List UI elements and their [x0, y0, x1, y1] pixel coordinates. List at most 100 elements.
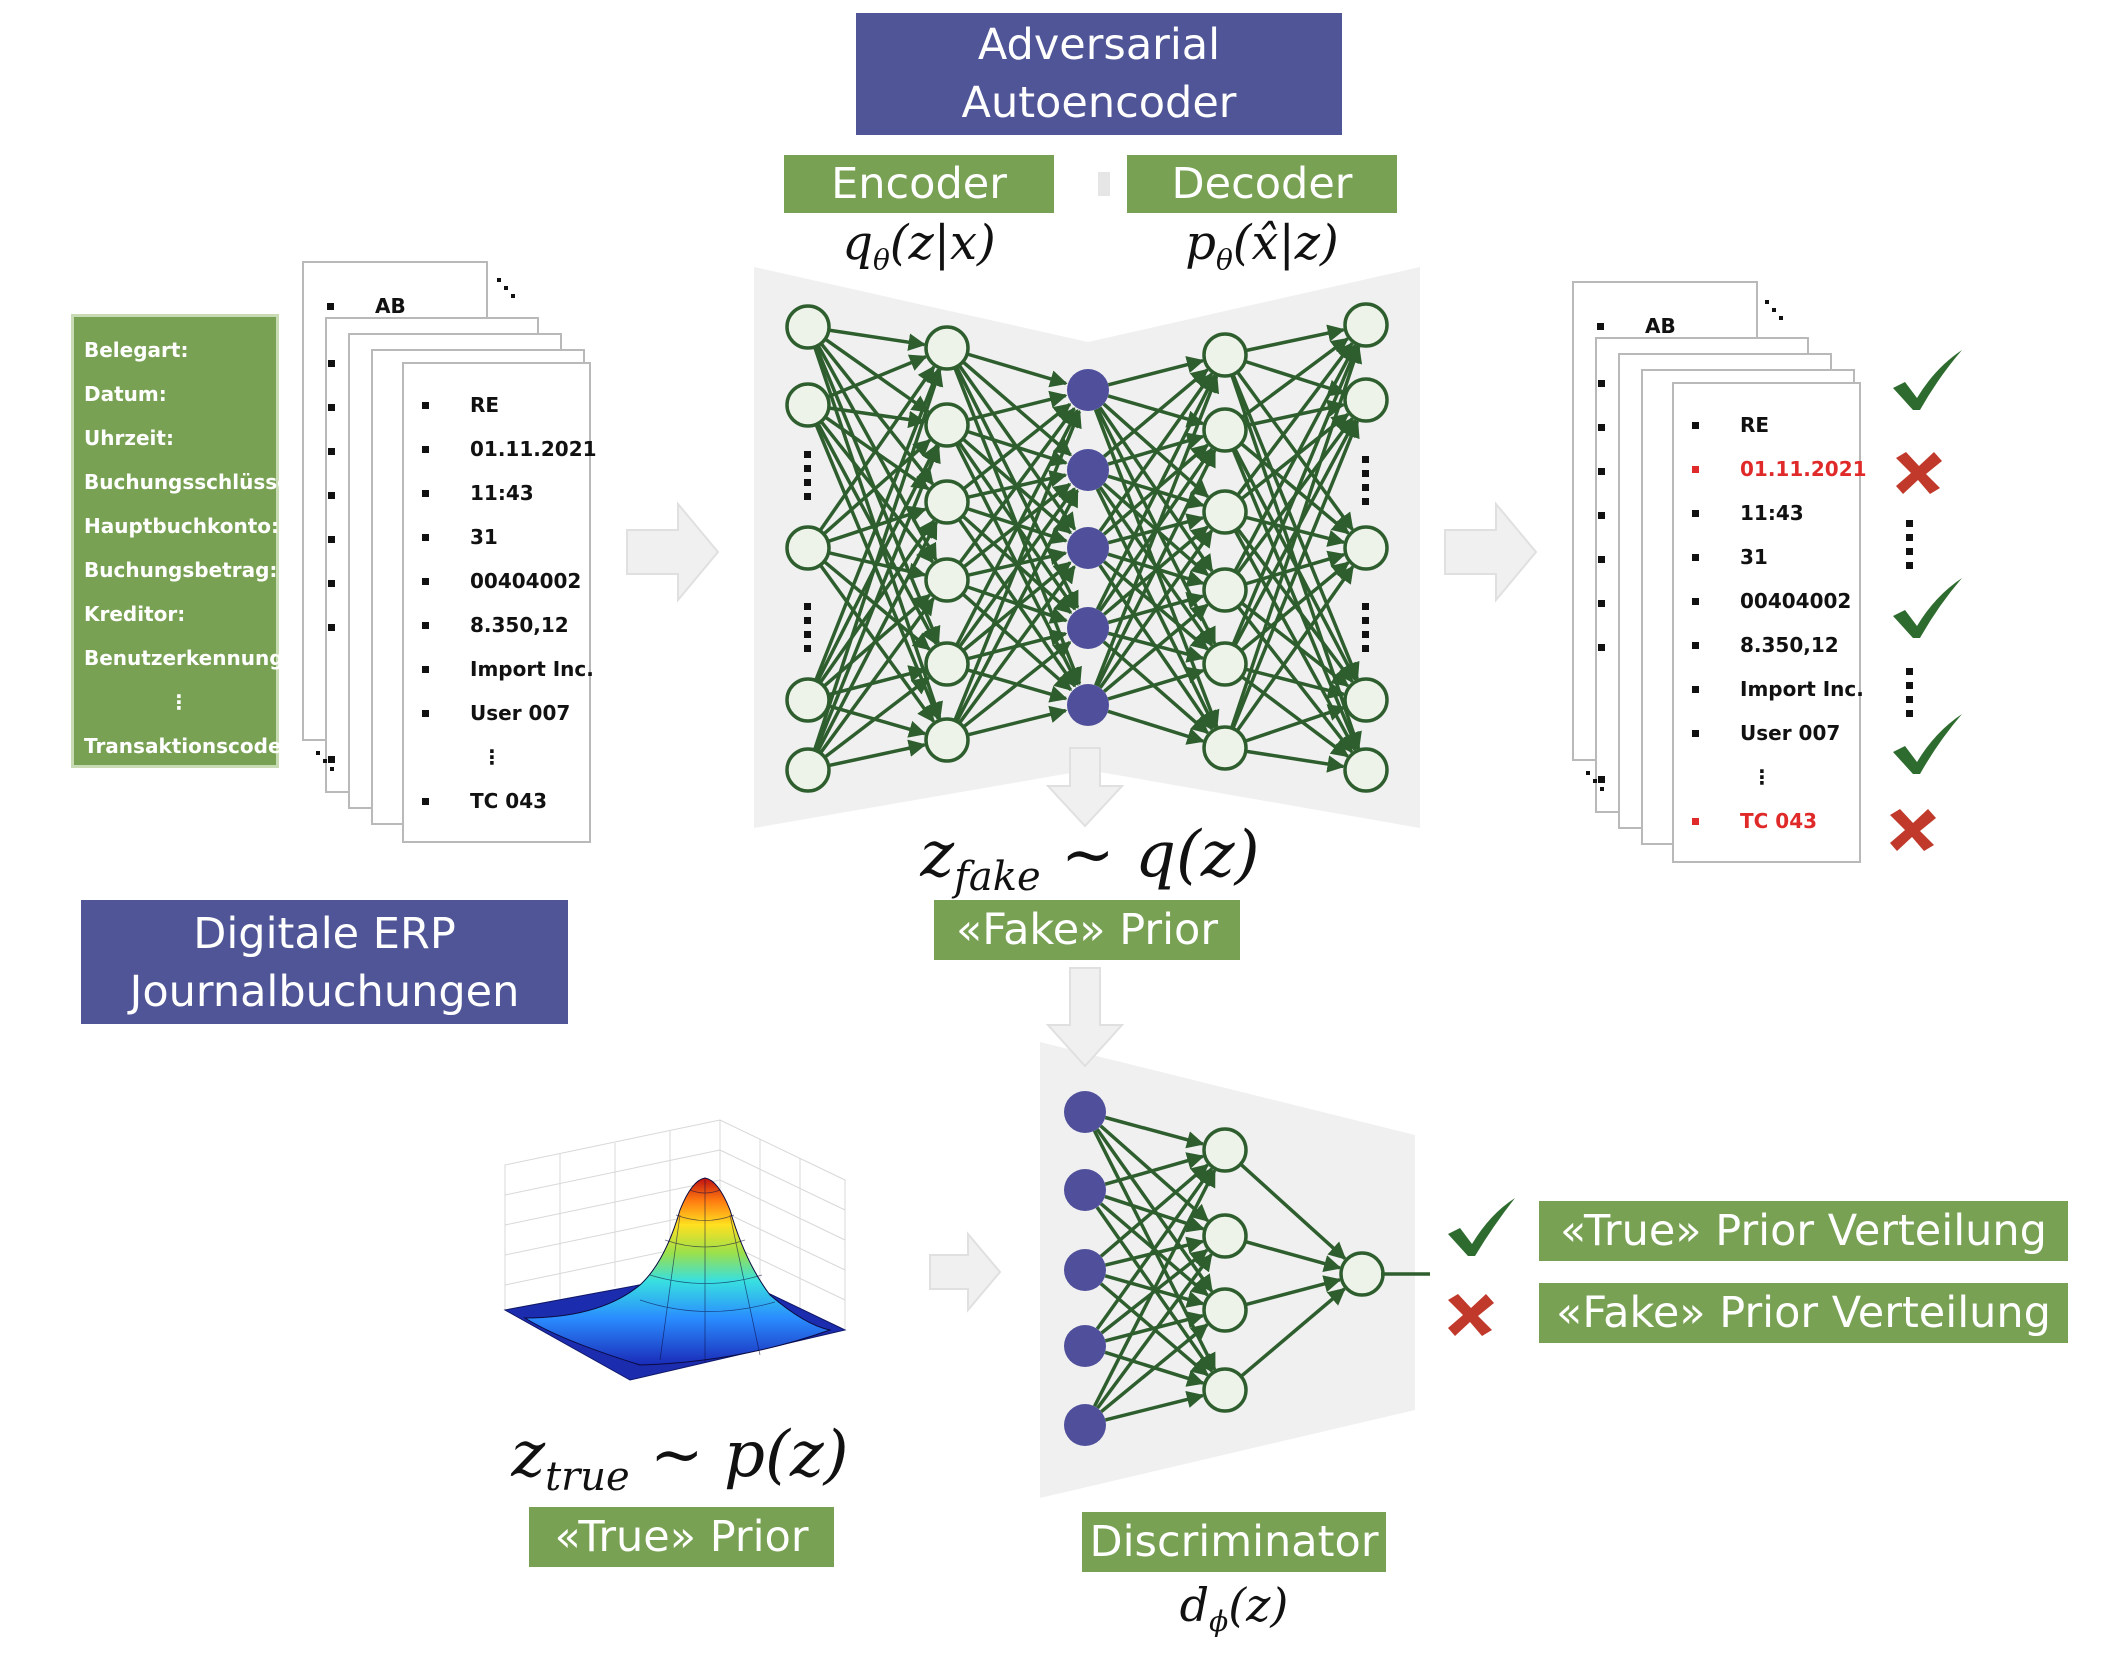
erp-line1: Digitale ERP — [193, 909, 456, 959]
latent-node — [1064, 1169, 1106, 1211]
record-value: Import Inc. — [1740, 677, 1864, 701]
field-label: Hauptbuchkonto: — [84, 514, 280, 538]
record-card-front: RE 01.11.2021 11:43 31 00404002 8.350,12… — [1672, 382, 1867, 863]
network-edge — [1095, 449, 1217, 687]
network-edge — [958, 565, 1076, 725]
field-label: Benutzerkennung: — [84, 646, 292, 670]
arrow-down-icon — [1045, 747, 1125, 828]
network-edge — [823, 676, 931, 759]
neuron-node — [1343, 525, 1389, 571]
network-edge — [1239, 1162, 1347, 1260]
record-value: 8.350,12 — [470, 613, 569, 637]
record-value: RE — [1740, 413, 1770, 437]
network-edge — [1244, 1239, 1342, 1273]
network-edge — [816, 520, 938, 753]
network-edge — [818, 597, 935, 755]
record-value: 31 — [470, 525, 498, 549]
network-edge — [828, 739, 927, 768]
fake-prior-formula: zfake ~ q(z) — [920, 818, 1260, 900]
network-edge — [1095, 1167, 1214, 1330]
network-edge — [953, 409, 1082, 722]
network-edge — [1096, 1253, 1213, 1410]
network-edge — [966, 390, 1068, 422]
field-label: Kreditor: — [84, 602, 186, 626]
cross-icon — [1448, 1294, 1494, 1336]
check-icon — [1893, 714, 1962, 774]
neuron-node — [1343, 747, 1389, 793]
discriminator-edges — [1092, 1115, 1347, 1422]
neuron-node — [1202, 407, 1248, 453]
record-value: Import Inc. — [470, 657, 594, 681]
network-edge — [955, 488, 1079, 723]
network-edge — [1104, 1311, 1205, 1343]
latent-node — [1067, 684, 1109, 726]
field-label: Datum: — [84, 382, 167, 406]
back-card-value: AB — [375, 294, 406, 318]
network-edge — [828, 406, 926, 429]
title-line1: Adversarial — [977, 20, 1221, 70]
autoencoder-edges — [812, 324, 1363, 773]
adversarial-autoencoder-title: Adversarial Autoencoder — [856, 13, 1342, 135]
neuron-node — [785, 525, 831, 571]
erp-journal-box: Digitale ERP Journalbuchungen — [81, 900, 568, 1024]
network-edge — [1107, 631, 1205, 663]
record-value-anomalous: TC 043 — [1740, 809, 1818, 833]
network-edge — [962, 402, 1072, 491]
network-edge — [1098, 372, 1214, 532]
network-edge — [1235, 370, 1354, 531]
neuron-node — [1343, 377, 1389, 423]
network-edge — [1236, 605, 1354, 754]
network-edge — [1240, 601, 1350, 688]
record-value: TC 043 — [470, 789, 548, 813]
network-edge — [1240, 675, 1350, 758]
discriminator-label: Discriminator — [1082, 1512, 1386, 1572]
network-edge — [1094, 374, 1220, 687]
network-edge — [961, 592, 1073, 692]
network-edge — [828, 328, 926, 351]
back-card-value: AB — [1645, 314, 1676, 338]
network-edge — [1102, 603, 1209, 693]
record-ellipsis: ⋮ — [1752, 765, 1772, 789]
neuron-node — [1202, 1287, 1248, 1333]
network-edge — [1244, 667, 1346, 699]
true-prior-label: «True» Prior — [529, 1507, 834, 1567]
field-label: Buchungsbetrag: — [84, 558, 278, 582]
input-field-list: Belegart: Datum: Uhrzeit: Buchungsschlüs… — [71, 314, 306, 768]
network-edge — [1107, 356, 1205, 387]
neuron-node — [1202, 332, 1248, 378]
cross-icon — [1896, 452, 1942, 494]
arrow-right-icon — [929, 1231, 1002, 1313]
gaussian-surface-plot — [503, 1119, 847, 1381]
vertical-ellipsis-icon — [1906, 668, 1913, 717]
record-value: 31 — [1740, 545, 1768, 569]
neuron-node — [1202, 1367, 1248, 1413]
record-value: User 007 — [1740, 721, 1841, 745]
network-edge — [1099, 1124, 1210, 1223]
record-ellipsis: ⋮ — [482, 745, 502, 769]
network-edge — [812, 368, 944, 751]
network-edge — [1107, 394, 1205, 428]
network-edge — [1244, 704, 1346, 743]
network-nodes — [785, 302, 1389, 1446]
neuron-node — [924, 641, 970, 687]
arrow-right-icon — [1444, 501, 1538, 603]
network-edge — [1235, 565, 1355, 732]
neuron-node — [924, 717, 970, 763]
latent-node — [1064, 1091, 1106, 1133]
network-edge — [1245, 399, 1346, 428]
decoder-label: Decoder — [1127, 155, 1397, 213]
latent-node — [1067, 369, 1109, 411]
true-prior-distribution-label: «True» Prior Verteilung — [1539, 1201, 2068, 1261]
network-edge — [1098, 529, 1214, 689]
neuron-node — [1202, 725, 1248, 771]
back-card-side-dots — [328, 360, 335, 763]
neuron-node — [924, 479, 970, 525]
neuron-node — [1202, 567, 1248, 613]
network-edge — [966, 705, 1068, 737]
record-value: 00404002 — [470, 569, 582, 593]
erp-line2: Journalbuchungen — [129, 967, 520, 1017]
network-edge — [1102, 368, 1209, 458]
network-edge — [958, 407, 1076, 565]
record-value: 01.11.2021 — [470, 437, 597, 461]
record-value: 00404002 — [1740, 589, 1852, 613]
